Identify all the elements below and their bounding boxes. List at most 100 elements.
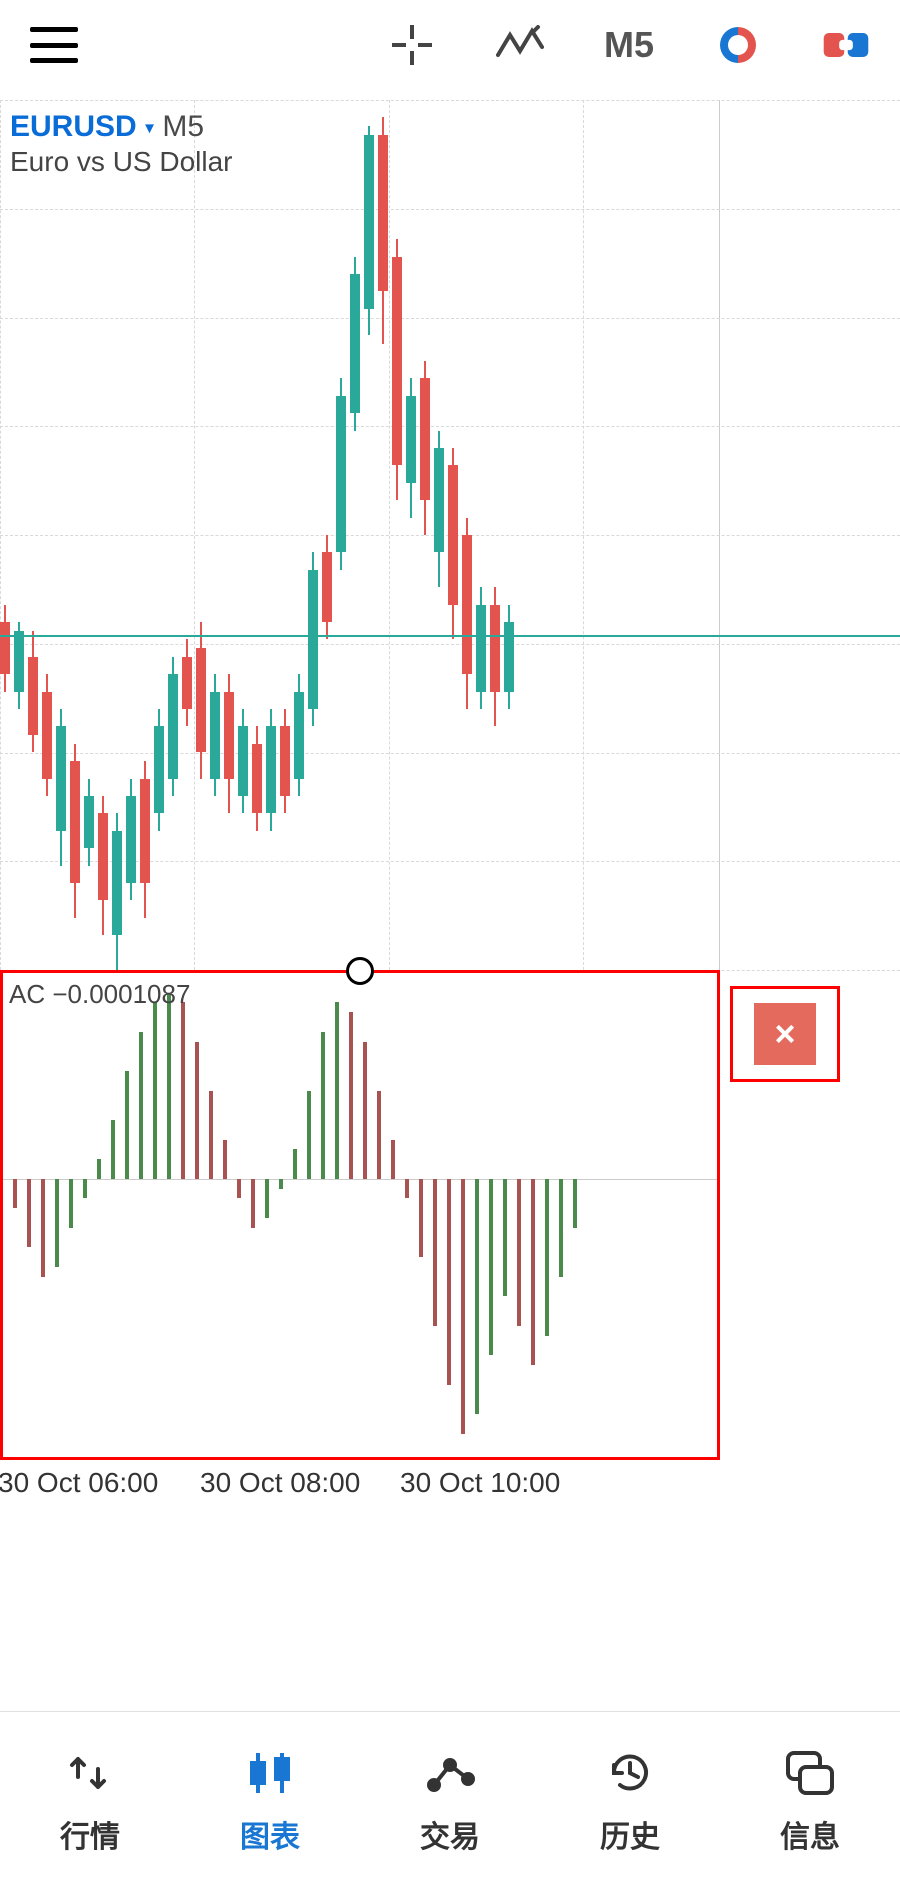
histogram-bar	[13, 1179, 17, 1208]
histogram-bar	[279, 1179, 283, 1189]
histogram-bar	[307, 1091, 311, 1179]
candle	[28, 100, 38, 970]
histogram-bar	[545, 1179, 549, 1336]
histogram-bar	[335, 1002, 339, 1178]
quotes-icon	[66, 1748, 114, 1798]
candle	[378, 100, 388, 970]
candle	[462, 100, 472, 970]
candle	[308, 100, 318, 970]
nav-chart[interactable]: 图表	[180, 1712, 360, 1891]
candle	[112, 100, 122, 970]
symbol-dropdown-icon[interactable]: ▾	[145, 118, 154, 138]
time-tick: 30 Oct 08:00	[200, 1467, 360, 1499]
candle	[322, 100, 332, 970]
histogram-bar	[405, 1179, 409, 1199]
candle	[42, 100, 52, 970]
histogram-bar	[209, 1091, 213, 1179]
candle	[98, 100, 108, 970]
close-callout: ×	[730, 986, 840, 1082]
candle	[224, 100, 234, 970]
candle	[266, 100, 276, 970]
candle	[252, 100, 262, 970]
nav-label: 图表	[240, 1812, 300, 1856]
histogram-bar	[153, 1002, 157, 1178]
histogram-bar	[223, 1140, 227, 1179]
candle	[238, 100, 248, 970]
histogram-bar	[559, 1179, 563, 1277]
time-tick: 30 Oct 10:00	[400, 1467, 560, 1499]
histogram-bar	[27, 1179, 31, 1248]
candle	[406, 100, 416, 970]
histogram-bar	[391, 1140, 395, 1179]
histogram-bar	[503, 1179, 507, 1297]
candle	[182, 100, 192, 970]
nav-label: 信息	[780, 1812, 840, 1856]
histogram-bar	[419, 1179, 423, 1257]
timeframe-button[interactable]: M5	[604, 24, 654, 66]
histogram-bar	[447, 1179, 451, 1385]
histogram-bar	[573, 1179, 577, 1228]
clock-button[interactable]	[714, 21, 762, 69]
candle	[434, 100, 444, 970]
candle	[126, 100, 136, 970]
candle	[336, 100, 346, 970]
candle	[504, 100, 514, 970]
candle	[70, 100, 80, 970]
histogram-bar	[489, 1179, 493, 1355]
trade-icon	[424, 1748, 476, 1798]
panel-resize-handle[interactable]	[346, 957, 374, 985]
chart-header: EURUSD ▾ M5 Euro vs US Dollar	[10, 110, 233, 178]
candle	[140, 100, 150, 970]
candle	[294, 100, 304, 970]
histogram-bar	[125, 1071, 129, 1179]
histogram-bar	[531, 1179, 535, 1365]
menu-button[interactable]	[30, 27, 78, 63]
info-icon	[784, 1748, 836, 1798]
history-icon	[606, 1748, 654, 1798]
nav-label: 交易	[420, 1812, 480, 1856]
candle	[392, 100, 402, 970]
candle	[476, 100, 486, 970]
nav-info[interactable]: 信息	[720, 1712, 900, 1891]
indicators-button[interactable]	[496, 21, 544, 69]
histogram-bar	[517, 1179, 521, 1326]
candle	[490, 100, 500, 970]
histogram-bar	[363, 1042, 367, 1179]
nav-quotes[interactable]: 行情	[0, 1712, 180, 1891]
histogram-bar	[83, 1179, 87, 1199]
trade-button[interactable]	[822, 21, 870, 69]
histogram-bar	[251, 1179, 255, 1228]
symbol-name[interactable]: EURUSD	[10, 110, 137, 143]
candle	[154, 100, 164, 970]
nav-label: 历史	[600, 1812, 660, 1856]
histogram-bar	[349, 1012, 353, 1179]
crosshair-button[interactable]	[388, 21, 436, 69]
candle	[448, 100, 458, 970]
nav-history[interactable]: 历史	[540, 1712, 720, 1891]
candle	[280, 100, 290, 970]
time-tick: 30 Oct 06:00	[0, 1467, 158, 1499]
current-price-line	[0, 635, 900, 637]
histogram-bar	[293, 1149, 297, 1178]
histogram-bar	[461, 1179, 465, 1434]
histogram-bar	[195, 1042, 199, 1179]
nav-trade[interactable]: 交易	[360, 1712, 540, 1891]
histogram-bar	[181, 1002, 185, 1178]
histogram-bar	[237, 1179, 241, 1199]
candle	[168, 100, 178, 970]
candle	[364, 100, 374, 970]
price-chart[interactable]	[0, 100, 720, 970]
candle	[196, 100, 206, 970]
indicator-label: AC −0.0001087	[9, 979, 190, 1010]
histogram-bar	[41, 1179, 45, 1277]
candle	[84, 100, 94, 970]
histogram-bar	[321, 1032, 325, 1179]
indicator-panel[interactable]: AC −0.0001087	[0, 970, 720, 1460]
close-indicator-button[interactable]: ×	[754, 1003, 816, 1065]
histogram-bar	[433, 1179, 437, 1326]
histogram-bar	[167, 993, 171, 1179]
histogram-bar	[111, 1120, 115, 1179]
candle	[420, 100, 430, 970]
timeframe-label: M5	[162, 110, 204, 143]
histogram-bar	[69, 1179, 73, 1228]
